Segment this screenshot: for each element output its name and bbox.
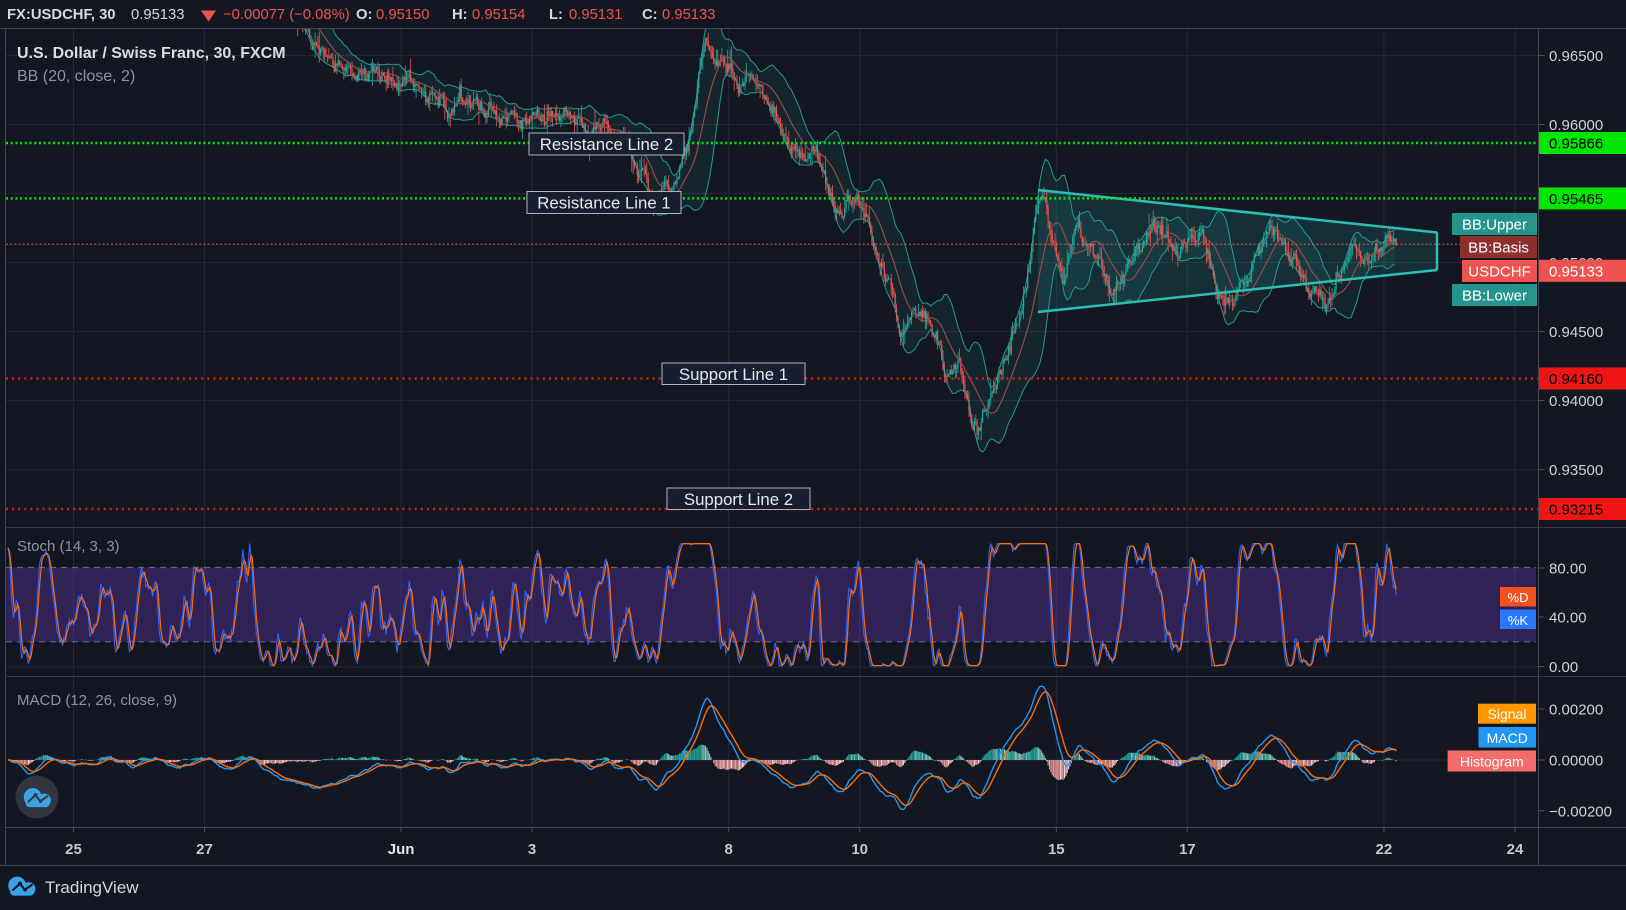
svg-text:0.95131: 0.95131 <box>569 7 623 23</box>
svg-text:0.95133: 0.95133 <box>131 7 185 23</box>
svg-text:MACD (12, 26, close, 9): MACD (12, 26, close, 9) <box>17 692 177 709</box>
svg-text:C:: C: <box>642 7 658 23</box>
svg-text:FX:USDCHF, 30: FX:USDCHF, 30 <box>7 7 116 23</box>
svg-text:0.00: 0.00 <box>1549 659 1578 676</box>
svg-text:15: 15 <box>1048 841 1065 858</box>
svg-text:Support Line 2: Support Line 2 <box>684 490 793 509</box>
svg-text:Support Line 1: Support Line 1 <box>679 365 788 384</box>
svg-text:3: 3 <box>528 841 536 858</box>
svg-text:0.95133: 0.95133 <box>1549 263 1603 280</box>
svg-text:Jun: Jun <box>388 841 415 858</box>
svg-text:U.S. Dollar / Swiss Franc, 30,: U.S. Dollar / Swiss Franc, 30, FXCM <box>17 45 286 62</box>
svg-text:Signal: Signal <box>1488 706 1527 722</box>
svg-text:BB:Upper: BB:Upper <box>1462 217 1527 234</box>
svg-text:O:: O: <box>356 7 372 23</box>
svg-text:0.95133: 0.95133 <box>662 7 716 23</box>
svg-text:TradingView: TradingView <box>45 878 139 897</box>
svg-text:−0.00077 (−0.08%): −0.00077 (−0.08%) <box>223 7 350 23</box>
svg-text:24: 24 <box>1507 841 1524 858</box>
svg-text:0.93215: 0.93215 <box>1549 502 1603 519</box>
svg-text:0.00000: 0.00000 <box>1549 753 1603 770</box>
svg-text:H:: H: <box>452 7 468 23</box>
svg-text:0.96500: 0.96500 <box>1549 48 1603 65</box>
svg-text:USDCHF: USDCHF <box>1468 264 1531 281</box>
svg-text:0.95150: 0.95150 <box>376 7 430 23</box>
svg-text:0.95866: 0.95866 <box>1549 136 1603 153</box>
svg-text:80.00: 80.00 <box>1549 561 1587 578</box>
svg-text:10: 10 <box>851 841 868 858</box>
svg-text:0.94500: 0.94500 <box>1549 324 1603 341</box>
svg-text:Histogram: Histogram <box>1460 754 1524 770</box>
svg-text:22: 22 <box>1376 841 1393 858</box>
svg-text:0.00200: 0.00200 <box>1549 702 1603 719</box>
svg-text:40.00: 40.00 <box>1549 610 1587 627</box>
svg-text:0.95465: 0.95465 <box>1549 191 1603 208</box>
svg-text:%K: %K <box>1508 613 1529 628</box>
svg-text:Resistance Line 2: Resistance Line 2 <box>540 135 673 154</box>
svg-text:25: 25 <box>65 841 82 858</box>
svg-text:BB (20, close, 2): BB (20, close, 2) <box>17 68 135 85</box>
svg-text:BB:Basis: BB:Basis <box>1468 240 1529 257</box>
svg-text:0.95154: 0.95154 <box>472 7 526 23</box>
svg-text:L:: L: <box>549 7 563 23</box>
svg-text:0.96000: 0.96000 <box>1549 117 1603 134</box>
svg-text:0.94000: 0.94000 <box>1549 393 1603 410</box>
svg-text:BB:Lower: BB:Lower <box>1462 288 1527 305</box>
svg-text:8: 8 <box>725 841 733 858</box>
svg-text:Resistance Line 1: Resistance Line 1 <box>537 194 670 213</box>
svg-text:17: 17 <box>1179 841 1196 858</box>
svg-text:MACD: MACD <box>1487 730 1528 746</box>
svg-text:27: 27 <box>196 841 213 858</box>
svg-text:%D: %D <box>1508 590 1529 605</box>
svg-text:0.93500: 0.93500 <box>1549 462 1603 479</box>
svg-text:Stoch (14, 3, 3): Stoch (14, 3, 3) <box>17 538 120 555</box>
svg-text:−0.00200: −0.00200 <box>1549 803 1612 820</box>
svg-text:0.94160: 0.94160 <box>1549 371 1603 388</box>
